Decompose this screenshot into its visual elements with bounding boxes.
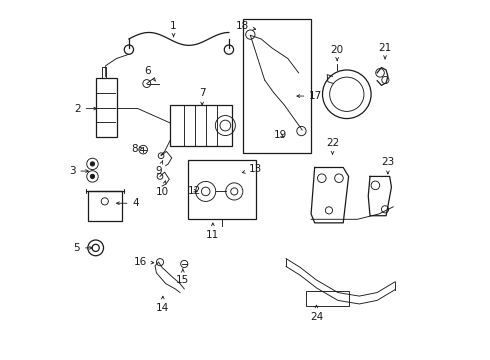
Text: 12: 12: [188, 186, 201, 196]
Text: 13: 13: [243, 164, 262, 174]
Text: 22: 22: [326, 138, 339, 154]
Text: 20: 20: [331, 45, 343, 60]
Text: 21: 21: [378, 43, 392, 59]
Circle shape: [90, 174, 95, 179]
Text: 24: 24: [310, 305, 323, 322]
Text: 6: 6: [145, 66, 156, 81]
Bar: [170, 105, 232, 146]
Text: 16: 16: [133, 257, 154, 267]
Text: 3: 3: [69, 166, 88, 176]
Text: 19: 19: [273, 130, 287, 140]
Text: 10: 10: [155, 181, 169, 197]
Bar: [96, 78, 117, 137]
Text: 2: 2: [74, 104, 97, 113]
Circle shape: [90, 162, 95, 166]
Text: 1: 1: [170, 21, 177, 37]
Text: 11: 11: [206, 223, 220, 240]
Text: 17: 17: [297, 91, 322, 101]
Text: 8: 8: [131, 144, 143, 154]
Bar: [188, 160, 256, 219]
Text: 4: 4: [117, 198, 139, 208]
Text: 14: 14: [156, 296, 170, 313]
Text: 7: 7: [199, 88, 205, 105]
Text: 15: 15: [176, 269, 190, 285]
Text: 18: 18: [235, 21, 256, 31]
Bar: [88, 191, 122, 221]
Text: 23: 23: [381, 157, 394, 174]
Bar: [243, 19, 311, 153]
Text: 9: 9: [155, 160, 163, 176]
Text: 5: 5: [74, 243, 92, 253]
Bar: [306, 292, 348, 306]
